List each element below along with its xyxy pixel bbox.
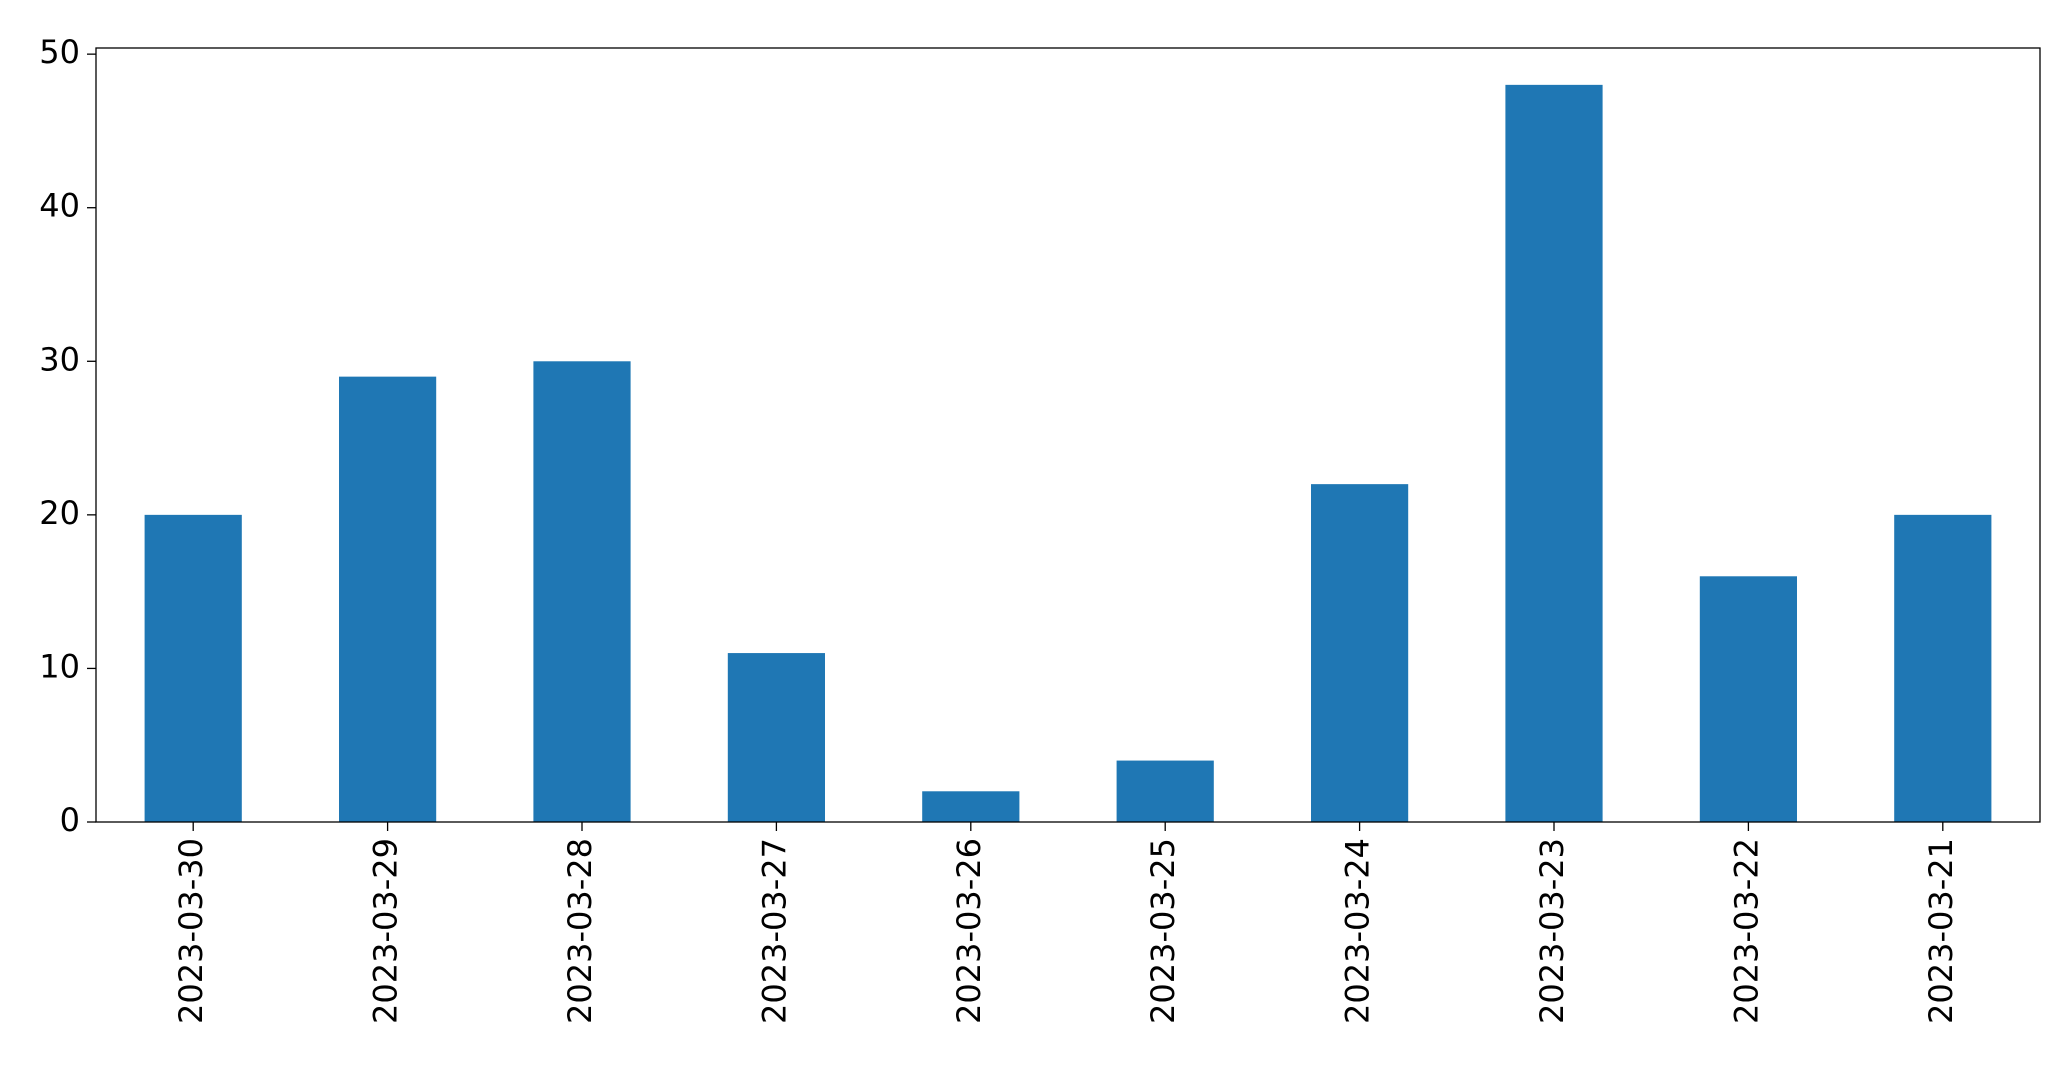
x-tick-label: 2023-03-25 <box>1144 838 1182 1024</box>
y-tick-label: 50 <box>39 33 80 71</box>
y-tick-label: 20 <box>39 494 80 532</box>
x-tick-label: 2023-03-28 <box>561 838 599 1024</box>
bar <box>144 514 242 822</box>
x-tick-label: 2023-03-23 <box>1533 838 1571 1024</box>
x-tick-label: 2023-03-26 <box>950 838 988 1024</box>
bar <box>533 361 631 822</box>
bar <box>1699 576 1797 822</box>
plot-frame <box>95 47 2041 823</box>
y-tick-label: 30 <box>39 340 80 378</box>
x-tick-label: 2023-03-21 <box>1922 838 1960 1024</box>
bar <box>922 791 1020 822</box>
x-tick-label: 2023-03-29 <box>367 838 405 1024</box>
x-tick-label: 2023-03-24 <box>1339 838 1377 1024</box>
bar <box>727 653 825 822</box>
y-tick-label: 10 <box>39 647 80 685</box>
bar <box>1894 514 1992 822</box>
y-tick-label: 40 <box>39 187 80 225</box>
y-tick-label: 0 <box>60 801 80 839</box>
bar <box>1311 484 1409 822</box>
bar <box>1116 760 1214 822</box>
bar <box>1505 84 1603 823</box>
x-tick-label: 2023-03-22 <box>1727 838 1765 1024</box>
x-tick-label: 2023-03-27 <box>755 838 793 1024</box>
x-tick-label: 2023-03-30 <box>172 838 210 1024</box>
bar <box>339 376 437 822</box>
